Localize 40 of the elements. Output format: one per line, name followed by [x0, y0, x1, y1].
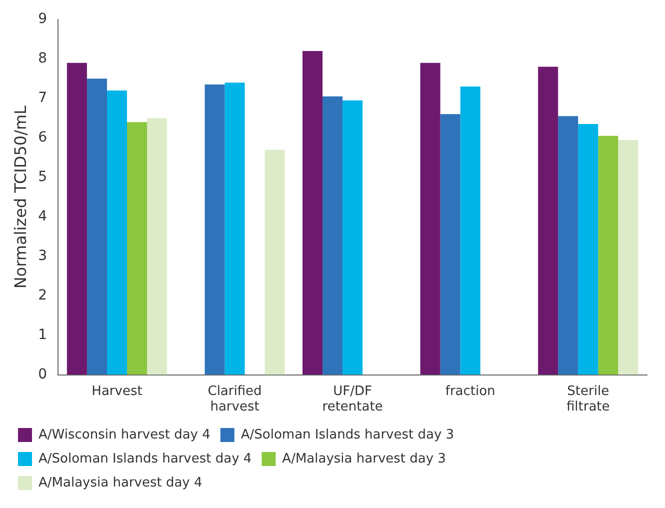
bar: [460, 86, 480, 375]
x-tick-label: Harvest: [92, 384, 142, 399]
x-tick-label: UF/DF retentate: [322, 384, 383, 415]
y-tick-label: 2: [38, 287, 48, 304]
bar: [127, 122, 148, 375]
bar: [420, 62, 440, 375]
y-tick-label: 3: [38, 248, 48, 264]
bar: [106, 90, 128, 375]
bar: [538, 66, 558, 375]
y-tick-label: 4: [38, 208, 48, 224]
bar: [147, 118, 168, 375]
bar: [440, 114, 460, 375]
y-tick-label: 7: [38, 90, 48, 106]
x-tick-label: Clarified harvest: [208, 384, 262, 415]
legend-label: A/Malaysia harvest day 3: [282, 451, 446, 466]
x-tick-label: Sterile filtrate: [566, 384, 610, 415]
bar: [86, 78, 107, 375]
y-tick-label: 6: [38, 130, 48, 146]
y-axis-title: Normalized TCID50/mL: [10, 105, 30, 289]
y-tick-label: 0: [38, 366, 48, 382]
y-tick-label: 1: [38, 326, 48, 343]
bar: [342, 100, 363, 375]
bar: [578, 124, 598, 375]
x-tick-label: fraction: [445, 384, 496, 399]
y-tick-label: 5: [38, 168, 48, 185]
legend-label: A/Soloman Islands harvest day 4: [38, 451, 252, 466]
legend-label: A/Wisconsin harvest day 4: [38, 427, 210, 442]
legend-label: A/Malaysia harvest day 4: [38, 475, 202, 490]
y-tick-label: 9: [38, 11, 48, 28]
y-tick-label: 8: [38, 50, 48, 67]
bar: [598, 136, 618, 375]
bar: [66, 62, 87, 375]
bar: [204, 84, 225, 375]
bar: [322, 96, 343, 375]
bar: [302, 50, 323, 375]
bar: [264, 150, 285, 375]
bar: [224, 82, 245, 375]
legend-label: A/Soloman Islands harvest day 3: [240, 427, 454, 442]
bar: [558, 116, 578, 375]
bar: [618, 140, 638, 375]
